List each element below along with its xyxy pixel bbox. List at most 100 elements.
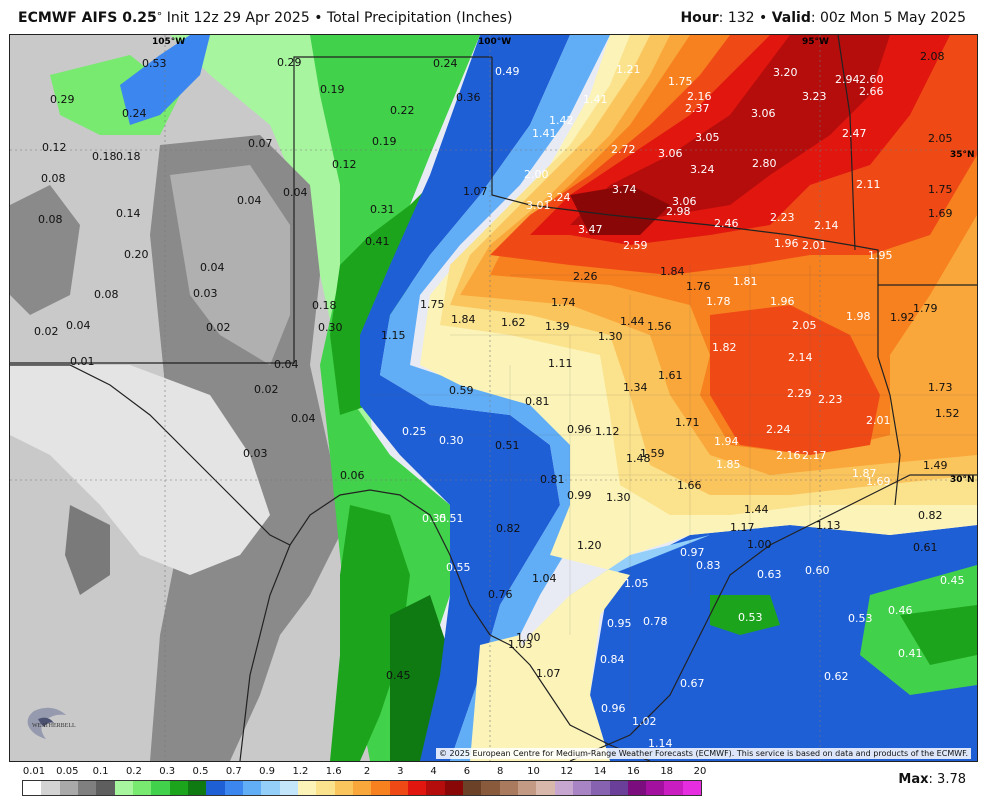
precip-value-label: 0.95	[607, 617, 632, 630]
precip-value-label: 1.87	[852, 467, 877, 480]
blue-precip-field	[360, 35, 977, 761]
precip-value-label: 1.92	[890, 311, 915, 324]
precip-value-label: 0.84	[600, 653, 625, 666]
precip-value-label: 2.17	[802, 449, 827, 462]
precip-value-label: 0.18	[92, 150, 117, 163]
precip-value-label: 1.04	[532, 572, 557, 585]
precip-value-label: 0.19	[320, 83, 345, 96]
precip-value-label: 0.12	[332, 158, 357, 171]
precip-value-label: 2.72	[611, 143, 636, 156]
precip-value-label: 0.53	[738, 611, 763, 624]
title-bullet: •	[314, 10, 323, 26]
precip-value-label: 1.69	[866, 475, 891, 488]
precip-legend: 0.01 0.05 0.1 0.2 0.3 0.5 0.7 0.9 1.2 1.6 2 3 4 6 8 10 1…	[22, 766, 712, 806]
precip-value-label: 0.81	[540, 473, 565, 486]
precip-value-label: 0.19	[372, 135, 397, 148]
legend-swatch	[682, 781, 702, 795]
legend-tick-label: 1.2	[292, 766, 309, 777]
legend-swatch	[536, 781, 555, 795]
precip-value-label: 2.00	[524, 168, 549, 181]
precip-value-label: 2.98	[666, 205, 691, 218]
precip-value-label: 3.47	[578, 223, 603, 236]
precip-value-label: 0.04	[66, 319, 91, 332]
precipitation-map: 105°W 100°W 95°W 35°N 30°N 0.53 0.29 0.24 0.19 0…	[9, 34, 978, 762]
legend-tick-label: 18	[660, 766, 674, 777]
precip-value-label: 0.61	[913, 541, 938, 554]
precip-value-label: 0.04	[274, 358, 299, 371]
precip-value-label: 0.96	[567, 423, 592, 436]
legend-swatch	[77, 781, 97, 795]
legend-swatch	[316, 781, 335, 795]
max-label: Max	[898, 772, 929, 787]
valid-value: : 00z Mon 5 May 2025	[810, 10, 966, 26]
init-time: Init 12z 29 Apr 2025	[166, 10, 310, 26]
legend-swatch	[499, 781, 518, 795]
precip-value-label: 0.76	[488, 588, 513, 601]
precip-value-label: 2.16	[687, 90, 712, 103]
precip-value-label: 2.08	[920, 50, 945, 63]
precip-value-label: 0.35	[422, 512, 447, 525]
precip-value-label: 0.51	[439, 512, 464, 525]
grid-label: 95°W	[802, 37, 829, 47]
precip-value-label: 0.02	[34, 325, 59, 338]
precip-value-label: 0.29	[277, 56, 302, 69]
precip-value-label: 1.69	[928, 207, 953, 220]
precip-value-label: 2.47	[842, 127, 867, 140]
header-valid: Hour: 132 • Valid: 00z Mon 5 May 2025	[680, 10, 966, 26]
precip-value-label: 1.56	[647, 320, 672, 333]
precip-value-label: 1.96	[774, 237, 799, 250]
legend-swatch	[444, 781, 463, 795]
precip-value-label: 2.05	[928, 132, 953, 145]
legend-swatch	[352, 781, 372, 795]
legend-tick-label: 0.9	[259, 766, 276, 777]
gray-precip-field	[10, 35, 430, 761]
weatherbell-logo: WEATHERBELL	[14, 699, 84, 755]
legend-swatch	[609, 781, 628, 795]
precip-value-label: 1.05	[624, 577, 649, 590]
degree-symbol: °	[156, 10, 163, 23]
precip-value-label: 0.04	[237, 194, 262, 207]
precip-value-label: 1.66	[677, 479, 702, 492]
copyright-notice: © 2025 European Centre for Medium-Range …	[436, 748, 971, 759]
precip-value-label: 0.03	[243, 447, 268, 460]
precip-value-label: 1.17	[730, 521, 755, 534]
precip-value-label: 0.97	[680, 546, 705, 559]
precip-value-label: 2.23	[770, 211, 795, 224]
legend-swatch	[627, 781, 647, 795]
legend-tick-label: 20	[693, 766, 707, 777]
precip-value-label: 3.23	[802, 90, 827, 103]
precip-value-label: 0.24	[122, 107, 147, 120]
precip-value-label: 0.14	[116, 207, 141, 220]
lat-lon-grid	[10, 35, 977, 761]
legend-tick-label: 1.6	[325, 766, 342, 777]
precip-value-label: 1.00	[516, 631, 541, 644]
county-lines	[370, 265, 977, 715]
precip-value-label: 3.06	[672, 195, 697, 208]
legend-swatch	[242, 781, 262, 795]
legend-swatch	[279, 781, 298, 795]
precip-value-label: 1.79	[913, 302, 938, 315]
precip-value-label: 0.29	[50, 93, 75, 106]
precip-value-label: 2.11	[856, 178, 881, 191]
legend-swatch	[426, 781, 445, 795]
precip-value-label: 0.83	[696, 559, 721, 572]
precip-value-label: 0.04	[283, 186, 308, 199]
legend-swatch	[462, 781, 482, 795]
precip-value-label: 0.36	[456, 91, 481, 104]
precip-value-label: 1.75	[420, 298, 445, 311]
precip-value-label: 1.73	[928, 381, 953, 394]
legend-swatch	[407, 781, 427, 795]
precip-value-label: 2.14	[814, 219, 839, 232]
precip-value-label: 3.06	[658, 147, 683, 160]
precip-value-label: 2.14	[788, 351, 813, 364]
svg-text:WEATHERBELL: WEATHERBELL	[32, 723, 76, 729]
precip-value-label: 2.05	[792, 319, 817, 332]
precip-value-label: 0.82	[918, 509, 943, 522]
precip-value-label: 2.16	[776, 449, 801, 462]
precipitation-values: 0.53 0.29 0.24 0.19 0.36 0.49 1.21 1.75 3.20 2.94…	[34, 50, 965, 750]
legend-swatch	[481, 781, 500, 795]
precip-value-label: 0.08	[41, 172, 66, 185]
precip-value-label: 3.74	[612, 183, 637, 196]
precip-value-label: 1.39	[545, 320, 570, 333]
legend-swatch	[572, 781, 592, 795]
